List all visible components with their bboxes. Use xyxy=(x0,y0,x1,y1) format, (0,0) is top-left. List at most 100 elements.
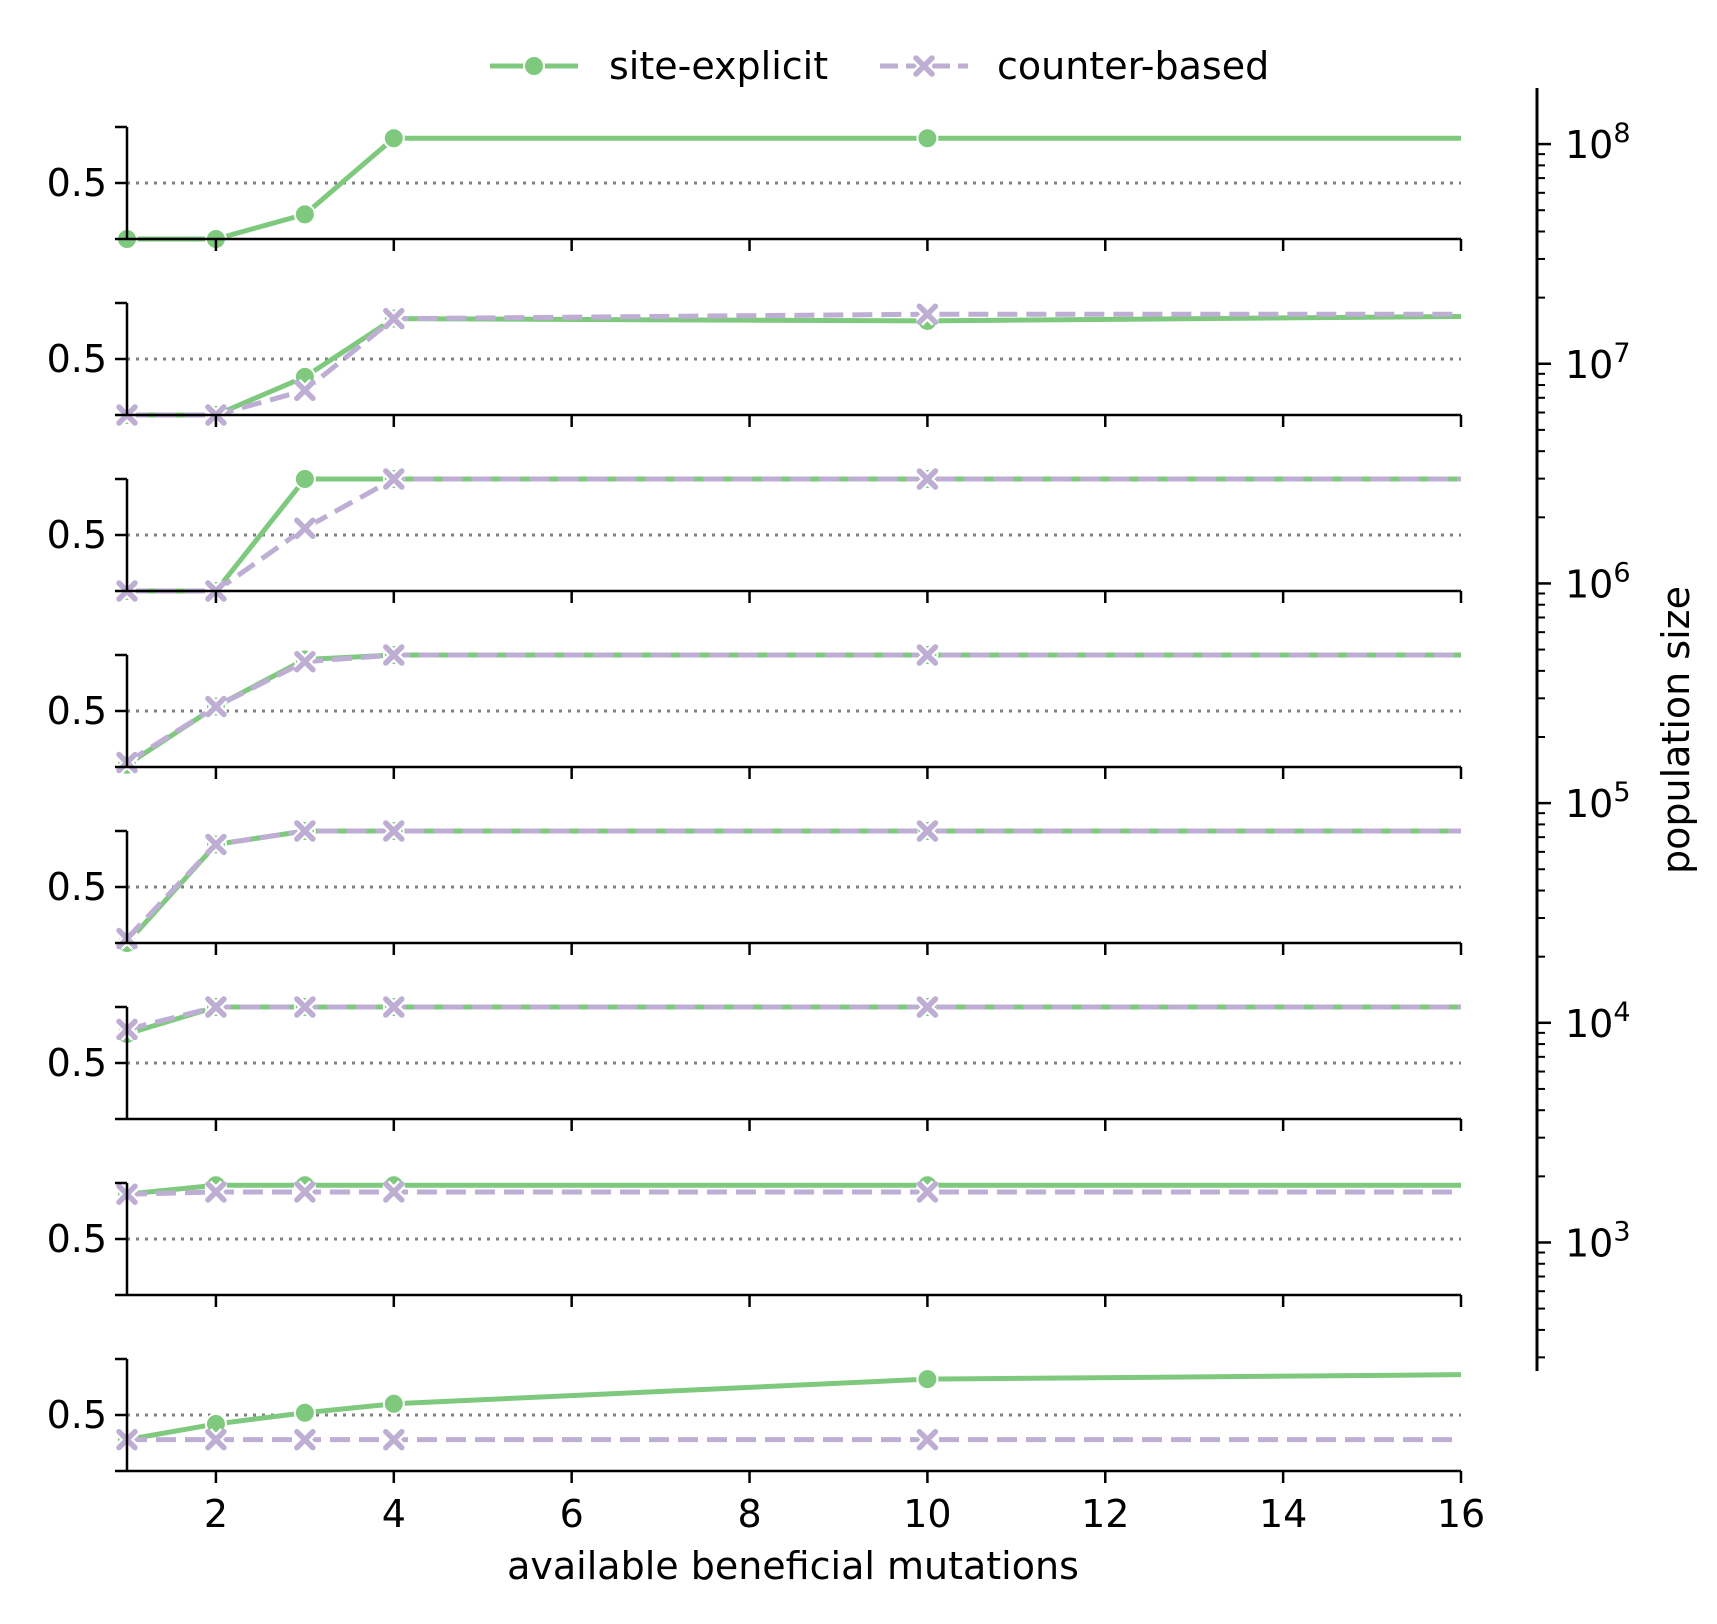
data-point-counter-based-glyph xyxy=(294,996,316,1018)
data-point-counter-based xyxy=(382,467,406,491)
data-point-counter-based xyxy=(293,1428,317,1452)
panel-1: 0.5 xyxy=(47,125,1463,251)
x-axis-title: available beneficial mutations xyxy=(507,1544,1079,1588)
data-point-site-explicit xyxy=(382,127,405,150)
series-line-site-explicit xyxy=(126,1004,1461,1037)
panel-2: 0.5 xyxy=(47,301,1463,427)
legend-label-counter-based: counter-based xyxy=(997,44,1269,88)
data-point-counter-based xyxy=(915,643,939,667)
colorbar-tick-label: 108 xyxy=(1565,118,1631,167)
x-tick-label: 10 xyxy=(903,1492,951,1536)
data-point-counter-based-glyph xyxy=(294,517,316,540)
data-point-site-explicit xyxy=(293,203,316,226)
data-point-counter-based xyxy=(915,995,939,1019)
colorbar-tick-label: 103 xyxy=(1565,1216,1631,1265)
y-tick-label: 0.5 xyxy=(47,1041,107,1085)
data-point-counter-based xyxy=(293,995,317,1019)
x-tick-label: 12 xyxy=(1081,1492,1129,1536)
panel-6: 0.5 xyxy=(47,995,1463,1131)
data-point-site-explicit xyxy=(916,1368,939,1391)
data-point-counter-based-glyph xyxy=(383,1428,405,1451)
data-point-counter-based-glyph xyxy=(205,1181,227,1203)
data-point-counter-based xyxy=(293,1180,317,1204)
panel-8: 0.5 xyxy=(47,1357,1463,1483)
data-point-counter-based-glyph xyxy=(205,695,227,718)
data-point-counter-based xyxy=(915,1180,939,1204)
colorbar-tick-label: 106 xyxy=(1565,557,1631,606)
colorbar-tick-label: 104 xyxy=(1565,997,1631,1046)
series-line-site-explicit xyxy=(127,313,1462,418)
data-point-counter-based xyxy=(382,307,406,331)
data-point-counter-based xyxy=(915,1428,939,1452)
data-point-counter-based xyxy=(204,1180,228,1204)
series-line-counter-based xyxy=(126,1004,1461,1032)
panel-4: 0.5 xyxy=(47,643,1463,779)
data-point-counter-based xyxy=(293,650,317,674)
legend-marker-counter-based-glyph xyxy=(913,55,935,77)
legend-marker-site-explicit xyxy=(523,55,545,77)
data-point-counter-based xyxy=(915,467,939,491)
legend-marker-counter-based xyxy=(912,54,936,78)
data-point-counter-based-glyph xyxy=(294,820,316,842)
x-tick-label: 6 xyxy=(560,1492,584,1536)
x-axis: 2 4 6 8 10 12 14 16 available beneficial mutatio… xyxy=(204,1492,1485,1588)
x-tick-label: 4 xyxy=(382,1492,406,1536)
data-point-site-explicit xyxy=(916,127,939,150)
series-line-counter-based xyxy=(126,1189,1461,1197)
colorbar-tick-label: 105 xyxy=(1565,777,1631,826)
x-tick-label: 16 xyxy=(1437,1492,1485,1536)
y-tick-label: 0.5 xyxy=(47,689,107,733)
y-tick-label: 0.5 xyxy=(47,337,107,381)
series-line-site-explicit xyxy=(126,1372,1462,1443)
data-point-counter-based-glyph xyxy=(916,303,939,325)
data-point-counter-based xyxy=(293,378,317,402)
y-tick-label: 0.5 xyxy=(47,513,107,557)
data-point-counter-based xyxy=(204,1428,228,1452)
colorbar-title: population size xyxy=(1654,586,1698,874)
panel-5: 0.5 xyxy=(47,819,1463,955)
data-point-counter-based xyxy=(382,819,406,843)
data-point-counter-based xyxy=(382,643,406,667)
data-point-counter-based-glyph xyxy=(916,644,939,666)
data-point-counter-based xyxy=(382,1180,406,1204)
y-tick-label: 0.5 xyxy=(47,865,107,909)
data-point-counter-based-glyph xyxy=(294,1181,316,1203)
data-point-counter-based xyxy=(293,819,317,843)
data-point-counter-based-glyph xyxy=(294,1428,316,1451)
data-point-counter-based-glyph xyxy=(916,1428,939,1451)
data-point-counter-based-glyph xyxy=(383,468,405,490)
y-tick-label: 0.5 xyxy=(47,1217,107,1261)
y-tick-label: 0.5 xyxy=(47,1393,107,1437)
data-point-counter-based-glyph xyxy=(383,644,405,666)
data-point-counter-based xyxy=(382,1428,406,1452)
x-tick-label: 2 xyxy=(204,1492,228,1536)
data-point-counter-based-glyph xyxy=(916,1181,939,1203)
panel-3: 0.5 xyxy=(47,467,1463,603)
data-point-counter-based xyxy=(382,995,406,1019)
data-point-counter-based-glyph xyxy=(383,996,405,1018)
y-tick-label: 0.5 xyxy=(47,161,107,205)
series-line-site-explicit xyxy=(126,1182,1461,1197)
data-point-counter-based xyxy=(915,819,939,843)
population-size-colorbar: 103 104 105 106 107 108 population size xyxy=(1535,88,1698,1371)
data-point-counter-based xyxy=(204,832,228,856)
chart-legend: site-explicit counter-based xyxy=(490,44,1269,88)
series-line-counter-based xyxy=(125,828,1461,941)
data-point-counter-based-glyph xyxy=(383,820,405,842)
legend-label-site-explicit: site-explicit xyxy=(609,44,828,88)
data-point-counter-based xyxy=(204,995,228,1019)
data-point-site-explicit xyxy=(293,468,316,490)
data-point-counter-based xyxy=(293,516,317,540)
data-point-counter-based-glyph xyxy=(294,379,316,402)
data-point-counter-based-glyph xyxy=(205,833,227,856)
series-line-counter-based xyxy=(125,652,1461,765)
data-point-site-explicit xyxy=(382,1392,405,1415)
data-point-counter-based xyxy=(915,302,939,326)
chart-panels: 0.5 0.5 0.5 0.5 0.5 0.5 0.5 0.5 xyxy=(47,125,1463,1483)
data-point-counter-based-glyph xyxy=(916,996,939,1018)
colorbar-tick-label: 107 xyxy=(1565,338,1631,387)
data-point-counter-based-glyph xyxy=(916,468,939,490)
data-point-counter-based-glyph xyxy=(383,307,405,330)
data-point-counter-based-glyph xyxy=(205,996,227,1018)
x-tick-label: 8 xyxy=(737,1492,761,1536)
